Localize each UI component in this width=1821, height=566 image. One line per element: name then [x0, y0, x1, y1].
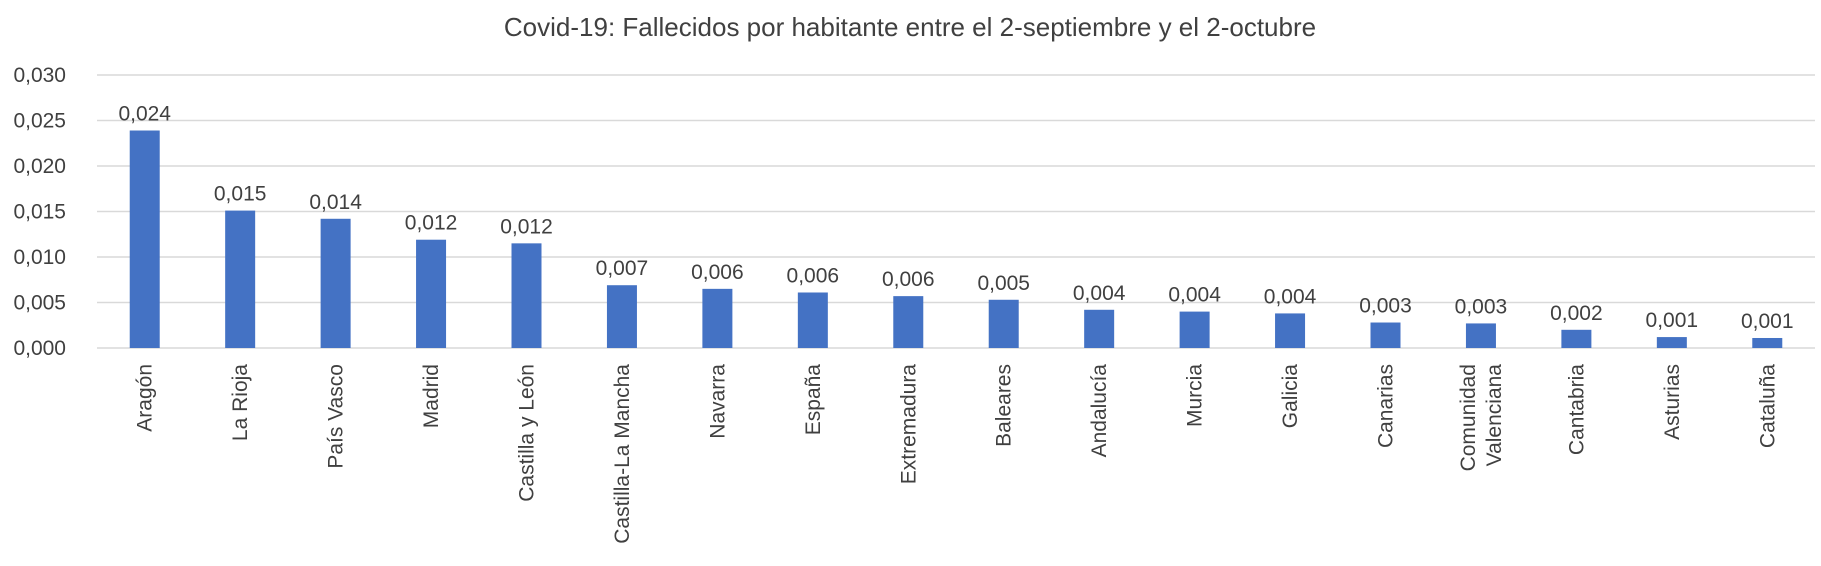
data-labels: 0,024 0,015 0,014 0,012 0,012 0,007 0,006 0,006… [118, 103, 1793, 333]
data-label: 0,005 [977, 272, 1030, 295]
y-tick-label: 0,010 [13, 246, 66, 269]
x-tick-label: Galicia [1279, 364, 1302, 429]
data-label: 0,024 [118, 103, 171, 126]
x-tick-label: País Vasco [325, 364, 348, 469]
x-tick-label: Andalucía [1088, 364, 1111, 458]
bar [1465, 323, 1496, 348]
x-tick-label: Valenciana [1483, 364, 1506, 467]
x-tick-label: Navarra [706, 364, 729, 439]
x-tick-label: Cantabria [1565, 364, 1588, 455]
gridlines [97, 74, 1815, 349]
y-tick-label: 0,025 [13, 110, 66, 133]
x-tick-label: España [802, 364, 825, 436]
bar [320, 218, 351, 348]
bar [1561, 329, 1592, 348]
bar [1752, 337, 1783, 348]
data-label: 0,012 [500, 215, 553, 238]
data-label: 0,012 [405, 212, 458, 235]
bar [129, 130, 160, 348]
bar [1656, 337, 1687, 348]
x-tick-label: Castilla-La Mancha [611, 364, 634, 544]
data-label: 0,003 [1455, 295, 1508, 318]
data-label: 0,003 [1359, 295, 1412, 318]
y-tick-label: 0,030 [13, 64, 66, 87]
data-label: 0,014 [309, 191, 362, 214]
bar [606, 285, 637, 348]
bar [1370, 322, 1401, 348]
bar [511, 243, 542, 348]
data-label: 0,006 [691, 261, 744, 284]
x-tick-label: Castilla y León [516, 364, 539, 502]
bar [1179, 311, 1210, 348]
data-label: 0,004 [1264, 285, 1317, 308]
y-axis-ticks: 0,000 0,005 0,010 0,015 0,020 0,025 0,030 [13, 64, 66, 360]
x-tick-label: Canarias [1375, 364, 1398, 448]
x-tick-label: Aragón [134, 364, 157, 432]
bar [1084, 309, 1115, 348]
x-tick-label: Asturias [1661, 364, 1684, 440]
x-tick-label: Baleares [993, 364, 1016, 447]
bar [225, 210, 256, 348]
data-label: 0,007 [596, 257, 649, 280]
bar [1275, 313, 1306, 348]
bars [129, 130, 1783, 348]
bar [702, 288, 733, 348]
x-axis-ticks: Aragón La Rioja País Vasco Madrid Castilla y… [134, 364, 1780, 544]
chart-title: Covid-19: Fallecidos por habitante entre… [504, 12, 1316, 42]
x-tick-label: Comunidad [1457, 364, 1480, 471]
bar [988, 299, 1019, 348]
x-tick-label: La Rioja [229, 364, 252, 441]
x-tick-label: Extremadura [897, 364, 920, 485]
data-label: 0,004 [1168, 284, 1221, 307]
data-label: 0,006 [787, 264, 840, 287]
bar [893, 296, 924, 348]
x-tick-label: Cataluña [1756, 364, 1779, 448]
y-tick-label: 0,000 [13, 337, 66, 360]
y-tick-label: 0,020 [13, 155, 66, 178]
data-label: 0,001 [1741, 310, 1794, 333]
data-label: 0,004 [1073, 282, 1126, 305]
x-tick-label: Murcia [1184, 364, 1207, 427]
y-tick-label: 0,015 [13, 201, 66, 224]
data-label: 0,006 [882, 268, 935, 291]
data-label: 0,015 [214, 183, 267, 206]
data-label: 0,001 [1646, 309, 1699, 332]
x-tick-label: Madrid [420, 364, 443, 428]
data-label: 0,002 [1550, 302, 1603, 325]
bar [797, 292, 828, 348]
y-tick-label: 0,005 [13, 292, 66, 315]
bar [416, 239, 447, 348]
